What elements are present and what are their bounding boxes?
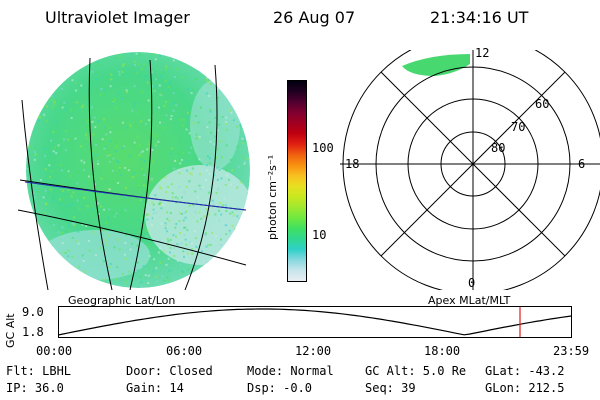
time-tick-0600: 06:00 xyxy=(166,344,203,358)
mlat-label-60: 60 xyxy=(535,97,550,111)
instrument-title: Ultraviolet Imager xyxy=(45,8,190,27)
mode-readout: Mode: Normal xyxy=(247,364,334,378)
colorbar-tick-10: 10 xyxy=(312,228,327,242)
auroral-emission xyxy=(402,54,470,76)
observation-date: 26 Aug 07 xyxy=(273,8,356,27)
time-tick-1200: 12:00 xyxy=(295,344,332,358)
door-readout: Door: Closed xyxy=(126,364,213,378)
colorbar-unit-label: photon cm⁻²s⁻¹ xyxy=(266,154,279,240)
colorbar-tick-100: 100 xyxy=(312,141,334,155)
colorbar xyxy=(287,80,307,282)
mlat-50-ring xyxy=(342,50,600,290)
altitude-tick-min: 1.8 xyxy=(22,325,44,339)
time-tick-1800: 18:00 xyxy=(424,344,461,358)
altitude-axis-label: GC Alt xyxy=(4,313,17,348)
mlat-label-80: 80 xyxy=(491,141,506,155)
time-tick-0000: 00:00 xyxy=(36,344,73,358)
glon-readout: GLon: 212.5 xyxy=(485,381,565,395)
altitude-tick-max: 9.0 xyxy=(22,305,44,319)
gc-alt-readout: GC Alt: 5.0 Re xyxy=(365,364,467,378)
seq-readout: Seq: 39 xyxy=(365,381,416,395)
ip-readout: IP: 36.0 xyxy=(6,381,64,395)
mlt-label-18: 18 xyxy=(345,157,360,171)
observation-time: 21:34:16 UT xyxy=(430,8,529,27)
time-tick-2359: 23:59 xyxy=(553,344,590,358)
mlt-label-0: 0 xyxy=(468,276,476,290)
mlat-label-70: 70 xyxy=(511,120,526,134)
geo-panel-label: Geographic Lat/Lon xyxy=(68,294,176,307)
geographic-image xyxy=(17,52,250,290)
mlt-label-12: 12 xyxy=(475,46,490,60)
terminator-line xyxy=(24,181,247,211)
gain-readout: Gain: 14 xyxy=(126,381,184,395)
mlt-label-6: 6 xyxy=(578,157,586,171)
glat-readout: GLat: -43.2 xyxy=(485,364,565,378)
filter-readout: Flt: LBHL xyxy=(6,364,72,378)
dsp-readout: Dsp: -0.0 xyxy=(247,381,313,395)
apex-polar-plot xyxy=(340,50,600,290)
altitude-plot-frame xyxy=(58,306,572,338)
altitude-curve xyxy=(58,308,573,336)
apex-panel-label: Apex MLat/MLT xyxy=(428,294,511,307)
altitude-plot xyxy=(58,306,573,338)
